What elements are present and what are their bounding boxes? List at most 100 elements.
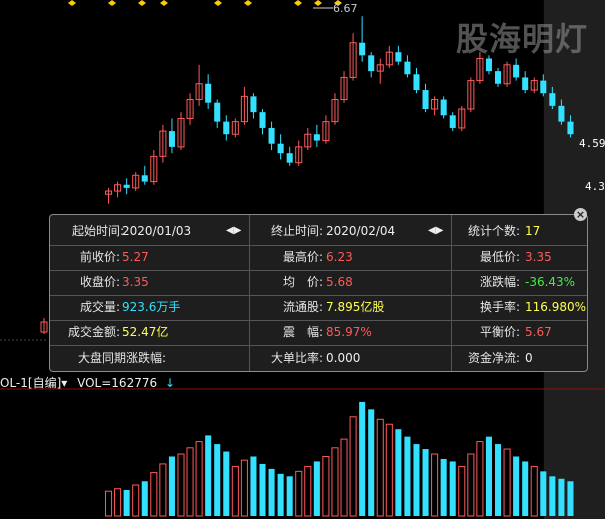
candle-body-9 — [186, 99, 194, 119]
volume-bar-45 — [513, 456, 520, 516]
volume-bar-49 — [549, 476, 556, 516]
candle-body-41 — [476, 58, 484, 82]
volume-bar-37 — [440, 458, 447, 516]
indicator-selector[interactable]: OL-1[自编] — [0, 376, 62, 390]
float-shares-value: 7.895亿股 — [326, 300, 385, 314]
avg-price-value: 5.68 — [326, 275, 353, 289]
volume-bar-2 — [123, 489, 130, 516]
volume-bar-51 — [567, 481, 574, 516]
candle-body-49 — [549, 93, 556, 106]
marker-dot-4 — [214, 0, 222, 6]
volume-bar-34 — [413, 444, 420, 516]
interval-stats-panel: 起始时间: 2020/01/03 ◀▶ 终止时间: 2020/02/04 ◀▶ … — [49, 214, 588, 372]
volume-bar-47 — [530, 465, 538, 517]
candle-body-40 — [467, 80, 475, 110]
volume-bar-28 — [359, 401, 366, 516]
volume-bar-14 — [231, 465, 239, 517]
candle-body-50 — [558, 105, 565, 122]
net-flow-value: 0 — [525, 351, 533, 365]
turnover-label: 换手率: — [479, 300, 520, 314]
candle-body-18 — [268, 127, 275, 144]
candle-body-43 — [494, 71, 502, 84]
marker-dot-2 — [138, 0, 146, 6]
high-value: 6.23 — [326, 250, 353, 264]
volume-bar-3 — [132, 484, 140, 517]
candle-body-38 — [449, 115, 456, 128]
count-label: 统计个数: — [467, 224, 520, 238]
volume-bar-29 — [368, 409, 375, 516]
volume-bar-15 — [240, 459, 248, 517]
volume-bar-21 — [295, 470, 303, 517]
start-time-label: 起始时间: — [71, 224, 124, 238]
candle-body-36 — [431, 99, 439, 110]
candle-body-1 — [114, 184, 122, 192]
volume-bar-12 — [214, 444, 221, 516]
candle-body-35 — [422, 90, 429, 109]
candle-body-21 — [295, 146, 303, 164]
start-time-stepper[interactable]: ◀▶ — [226, 225, 242, 236]
candle-body-12 — [214, 102, 221, 122]
volume-indicator-header: OL-1[自编]▾ VOL=162776 ↓ — [0, 374, 175, 390]
change-label: 涨跌幅: — [479, 275, 520, 289]
volume-bar-13 — [223, 451, 230, 516]
candle-body-28 — [359, 42, 366, 56]
prev-close-value: 5.27 — [122, 250, 149, 264]
candle-body-17 — [259, 112, 266, 128]
vol-value: VOL=162776 — [77, 376, 158, 390]
candle-body-4 — [141, 175, 148, 182]
volume-bar-46 — [522, 461, 529, 516]
volume-bar-36 — [431, 453, 439, 517]
candle-body-10 — [195, 83, 203, 101]
end-time-value: 2020/02/04 — [326, 224, 396, 238]
candle-body-44 — [503, 64, 511, 85]
price-axis-label-lower: 4.3 — [585, 180, 605, 193]
end-time-label: 终止时间: — [270, 224, 323, 238]
candle-body-6 — [159, 130, 167, 157]
candle-body-2 — [123, 184, 130, 188]
index-change-label: 大盘同期涨跌幅: — [77, 351, 166, 365]
end-time-stepper[interactable]: ◀▶ — [428, 225, 444, 236]
watermark-logo: 股海明灯 — [456, 20, 589, 58]
low-label: 最低价: — [479, 250, 520, 264]
peak-price-label: 6.67 — [333, 2, 358, 15]
volume-bar-7 — [168, 456, 175, 516]
low-value: 3.35 — [525, 250, 552, 264]
candle-body-31 — [385, 51, 393, 66]
candle-body-30 — [376, 64, 384, 72]
price-axis-label-upper: 4.59 — [579, 137, 605, 150]
change-value: -36.43% — [525, 275, 576, 289]
volume-bar-17 — [259, 463, 266, 516]
high-label: 最高价: — [282, 250, 323, 264]
volume-bar-42 — [485, 436, 492, 516]
volume-bar-1 — [114, 488, 122, 517]
avg-price-label: 均 价: — [282, 275, 323, 289]
volume-bar-25 — [331, 447, 339, 517]
candle-body-47 — [530, 80, 538, 91]
chevron-down-icon[interactable]: ▾ — [61, 376, 68, 390]
big-order-value: 0.000 — [326, 351, 361, 365]
volume-bar-4 — [141, 481, 148, 516]
close-stats-button[interactable]: × — [574, 208, 587, 221]
volume-bar-19 — [277, 473, 284, 516]
candle-body-34 — [413, 74, 420, 91]
volume-bar-24 — [322, 455, 330, 517]
candle-body-29 — [368, 55, 375, 72]
volume-bar-39 — [458, 465, 466, 517]
candle-body-19 — [277, 143, 284, 154]
candle-body-27 — [349, 42, 357, 78]
candle-body-14 — [231, 121, 239, 135]
volume-value: 923.6万手 — [122, 300, 181, 314]
candle-body-42 — [485, 58, 492, 72]
candle-body-20 — [286, 153, 293, 163]
candle-body-11 — [205, 83, 212, 103]
balance-price-value: 5.67 — [525, 325, 552, 339]
candle-body-5 — [150, 155, 158, 183]
marker-dot-3 — [160, 0, 168, 6]
candle-body-25 — [331, 99, 339, 123]
count-value: 17 — [525, 224, 541, 238]
candle-body-15 — [240, 95, 248, 123]
candle-body-0 — [105, 190, 113, 195]
volume-bar-40 — [467, 453, 475, 517]
